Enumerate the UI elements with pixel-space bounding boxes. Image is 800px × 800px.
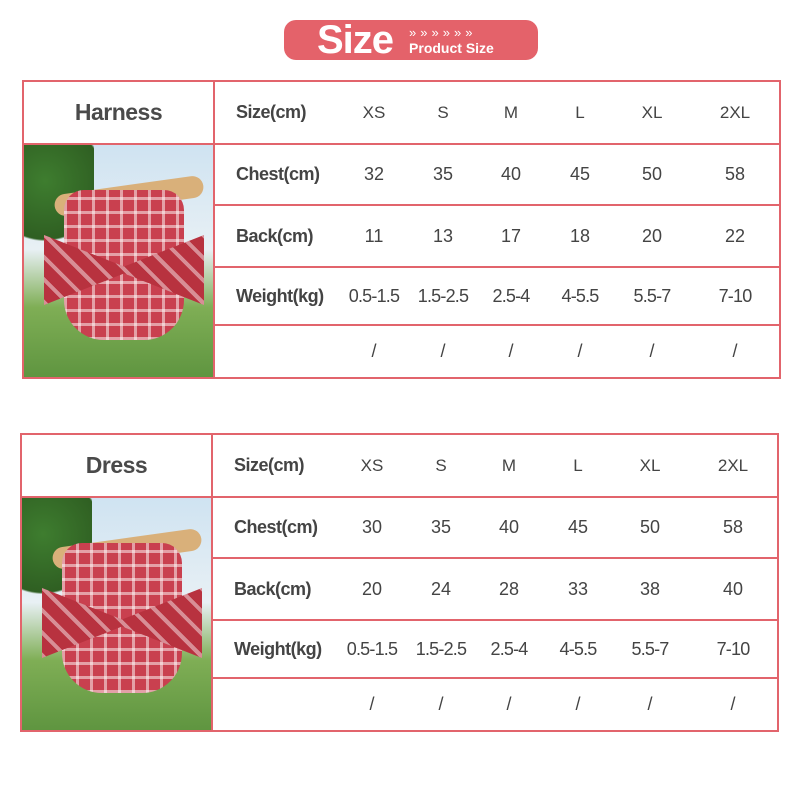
table-cell: S <box>437 102 449 122</box>
table-cell: 32 <box>363 164 385 184</box>
table-row: Chest(cm) 32 35 40 45 50 58 <box>215 145 779 206</box>
table-title: Dress <box>22 435 213 498</box>
table-cell: / <box>577 341 583 361</box>
dress-photo <box>22 498 213 730</box>
table-cell: 7-10 <box>718 285 753 306</box>
table-cell: 7-10 <box>716 638 751 659</box>
table-row: / / / / / / <box>213 679 777 730</box>
row-label: Weight(kg) <box>236 285 324 306</box>
table-cell: 58 <box>722 517 744 537</box>
table-cell: / <box>440 341 446 361</box>
row-label: Back(cm) <box>234 578 312 599</box>
harness-size-table: Harness Size(cm) XS S M L XL 2XL Chest(cm) 32 35 40… <box>22 80 781 379</box>
row-label: Size(cm) <box>236 102 307 122</box>
table-row: Size(cm) XS S M L XL 2XL <box>215 82 779 145</box>
table-cell: / <box>508 341 514 361</box>
row-label: Weight(kg) <box>234 638 322 659</box>
table-cell: 22 <box>724 225 746 246</box>
table-cell: 5.5-7 <box>631 638 669 659</box>
table-cell: / <box>438 694 444 714</box>
table-cell: 58 <box>724 164 746 184</box>
table-cell: 35 <box>430 517 452 537</box>
table-cell: 2XL <box>717 455 749 475</box>
table-cell: 18 <box>569 225 591 246</box>
table-cell: 20 <box>361 578 383 599</box>
table-cell: 4-5.5 <box>561 285 599 306</box>
table-cell: 5.5-7 <box>633 285 671 306</box>
table-cell: 40 <box>500 164 522 184</box>
table-cell: / <box>732 341 738 361</box>
table-cell: 45 <box>567 517 589 537</box>
table-cell: 2XL <box>719 102 751 122</box>
banner-title: Size <box>317 18 394 62</box>
dress-size-table: Dress Size(cm) XS S M L XL 2XL Chest(cm) 30 35 40 45… <box>20 433 779 732</box>
harness-photo <box>24 145 215 377</box>
table-cell: XL <box>641 102 663 122</box>
table-row: / / / / / / <box>215 326 779 377</box>
table-cell: 17 <box>500 225 522 246</box>
table-row: Weight(kg) 0.5-1.5 1.5-2.5 2.5-4 4-5.5 5.5-7 7… <box>213 621 777 679</box>
table-row: Back(cm) 11 13 17 18 20 22 <box>215 206 779 268</box>
table-cell: 33 <box>567 578 589 599</box>
table-row: Chest(cm) 30 35 40 45 50 58 <box>213 498 777 559</box>
table-cell: 24 <box>430 578 452 599</box>
table-cell: 0.5-1.5 <box>346 638 398 659</box>
table-cell: 50 <box>641 164 663 184</box>
table-cell: XL <box>639 455 661 475</box>
chevrons-icon: »»»»»» <box>409 24 477 40</box>
table-cell: 1.5-2.5 <box>417 285 469 306</box>
banner-subtitle: Product Size <box>409 39 494 56</box>
table-row: Weight(kg) 0.5-1.5 1.5-2.5 2.5-4 4-5.5 5.5-7 7… <box>215 268 779 326</box>
table-cell: 13 <box>432 225 454 246</box>
table-cell: / <box>649 341 655 361</box>
table-cell: 50 <box>639 517 661 537</box>
table-cell: 2.5-4 <box>490 638 528 659</box>
table-cell: 28 <box>498 578 520 599</box>
table-cell: 45 <box>569 164 591 184</box>
table-cell: 4-5.5 <box>559 638 597 659</box>
table-cell: 40 <box>498 517 520 537</box>
table-cell: 38 <box>639 578 661 599</box>
table-cell: M <box>503 102 519 122</box>
table-cell: 40 <box>722 578 744 599</box>
table-title: Harness <box>24 82 215 145</box>
table-cell: 0.5-1.5 <box>348 285 400 306</box>
table-cell: 30 <box>361 517 383 537</box>
table-cell: 20 <box>641 225 663 246</box>
table-cell: 1.5-2.5 <box>415 638 467 659</box>
table-cell: / <box>575 694 581 714</box>
table-cell: XS <box>362 102 386 122</box>
table-cell: 2.5-4 <box>492 285 530 306</box>
table-cell: / <box>647 694 653 714</box>
table-row: Size(cm) XS S M L XL 2XL <box>213 435 777 498</box>
size-banner: Size »»»»»» Product Size <box>284 20 538 60</box>
table-cell: / <box>371 341 377 361</box>
row-label: Back(cm) <box>236 225 314 246</box>
table-cell: M <box>501 455 517 475</box>
table-cell: 11 <box>364 225 384 246</box>
table-row: Back(cm) 20 24 28 33 38 40 <box>213 559 777 621</box>
table-cell: / <box>506 694 512 714</box>
row-label: Chest(cm) <box>236 164 320 184</box>
row-label: Size(cm) <box>234 455 305 475</box>
table-cell: S <box>435 455 447 475</box>
table-cell: / <box>369 694 375 714</box>
table-cell: XS <box>360 455 384 475</box>
table-cell: L <box>573 455 583 475</box>
table-cell: L <box>575 102 585 122</box>
table-cell: / <box>730 694 736 714</box>
row-label: Chest(cm) <box>234 517 318 537</box>
table-cell: 35 <box>432 164 454 184</box>
